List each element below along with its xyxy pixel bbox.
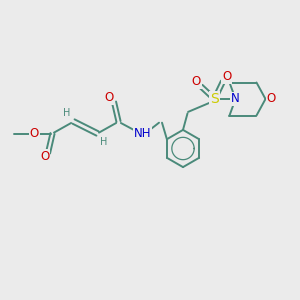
Text: O: O [40,149,50,163]
Text: N: N [231,92,240,106]
Text: S: S [210,92,219,106]
Text: O: O [30,127,39,140]
Text: H: H [100,137,108,147]
Text: O: O [222,70,231,83]
Text: O: O [192,75,201,88]
Text: O: O [104,91,113,104]
Text: O: O [266,92,275,106]
Text: NH: NH [134,127,151,140]
Text: H: H [63,108,70,118]
